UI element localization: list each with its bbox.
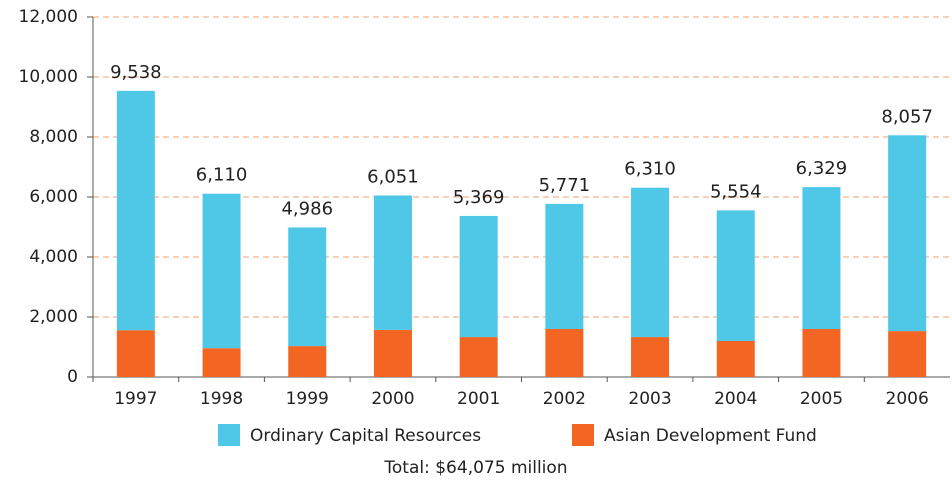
bar-segment — [631, 337, 670, 377]
x-tick-label: 2005 — [800, 389, 843, 409]
bar-segment — [116, 330, 155, 377]
legend-swatch — [572, 424, 594, 446]
total-label: 5,771 — [539, 175, 591, 196]
x-tick-label: 1999 — [286, 389, 329, 409]
bar-segment — [116, 90, 155, 331]
total-label: 4,986 — [281, 198, 333, 219]
bar-segment — [373, 329, 412, 377]
y-tick-label: 0 — [67, 367, 78, 387]
y-tick-label: 10,000 — [19, 67, 78, 87]
bar-segment — [373, 195, 412, 330]
bar-segment — [631, 187, 670, 338]
x-tick-label: 1997 — [114, 389, 157, 409]
bar-segment — [459, 215, 498, 338]
bar-segment — [888, 135, 927, 332]
total-label: 8,057 — [881, 106, 933, 127]
bar-segment — [459, 337, 498, 377]
total-label: 5,369 — [453, 187, 505, 208]
bar-segment — [545, 203, 584, 329]
x-tick-label: 1998 — [200, 389, 243, 409]
x-tick-label: 2002 — [543, 389, 586, 409]
y-tick-label: 4,000 — [29, 247, 78, 267]
bar-segment — [288, 227, 327, 347]
total-label: 6,110 — [196, 165, 248, 186]
y-tick-label: 6,000 — [29, 187, 78, 207]
total-label: 6,051 — [367, 166, 419, 187]
bar-segment — [802, 329, 841, 377]
x-tick-label: 2000 — [371, 389, 414, 409]
x-tick-label: 2003 — [628, 389, 671, 409]
bar-segment — [202, 193, 241, 349]
legend-swatch — [218, 424, 240, 446]
bar-segment — [802, 187, 841, 329]
chart-note: Total: $64,075 million — [383, 458, 567, 478]
bar-segment — [288, 346, 327, 377]
legend-label: Asian Development Fund — [604, 426, 817, 446]
bar-segment — [716, 341, 755, 377]
total-label: 6,310 — [624, 159, 676, 180]
bar-segment — [545, 329, 584, 377]
bar-segment — [716, 210, 755, 341]
y-tick-label: 12,000 — [19, 7, 78, 27]
legend-label: Ordinary Capital Resources — [250, 426, 481, 446]
x-tick-label: 2006 — [886, 389, 929, 409]
total-label: 6,329 — [796, 158, 848, 179]
y-tick-label: 2,000 — [29, 307, 78, 327]
total-label: 9,538 — [110, 62, 162, 83]
bar-segment — [888, 331, 927, 377]
x-tick-label: 2001 — [457, 389, 500, 409]
x-tick-label: 2004 — [714, 389, 757, 409]
y-tick-label: 8,000 — [29, 127, 78, 147]
total-label: 5,554 — [710, 181, 762, 202]
bar-segment — [202, 348, 241, 377]
